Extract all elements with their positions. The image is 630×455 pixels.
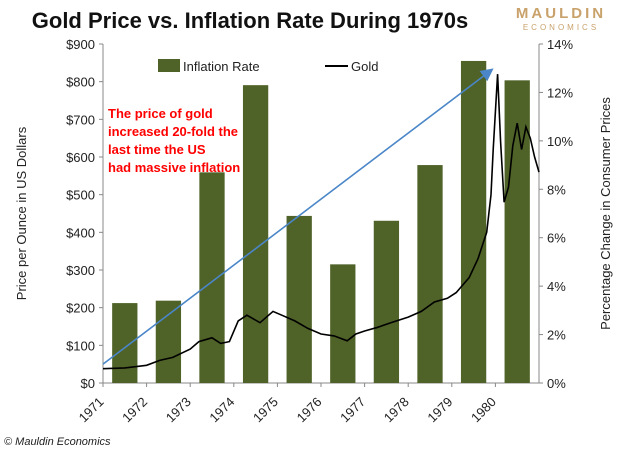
left-tick-label: $800	[66, 75, 95, 90]
chart-title: Gold Price vs. Inflation Rate During 197…	[31, 8, 469, 33]
right-tick-label: 10%	[547, 134, 573, 149]
annotation-line: last time the US	[108, 142, 206, 157]
x-tick-label: 1979	[424, 394, 455, 425]
left-tick-label: $500	[66, 188, 95, 203]
legend-inflation-swatch	[158, 59, 180, 72]
x-tick-label: 1978	[381, 394, 412, 425]
inflation-bar	[286, 215, 312, 383]
mauldin-logo: MAULDIN ECONOMICS	[506, 4, 616, 34]
x-tick-label: 1973	[163, 394, 194, 425]
left-tick-label: $400	[66, 225, 95, 240]
inflation-bar	[417, 165, 443, 383]
gold-price-line	[102, 74, 540, 370]
left-tick-label: $300	[66, 263, 95, 278]
logo-name: MAULDIN	[515, 5, 607, 22]
left-tick-label: $0	[81, 376, 95, 391]
right-tick-label: 4%	[547, 279, 566, 294]
right-tick-label: 2%	[547, 328, 566, 343]
right-tick-label: 6%	[547, 231, 566, 246]
inflation-bar	[460, 60, 487, 383]
trend-arrow	[102, 68, 494, 365]
annotation-line: The price of gold	[108, 106, 213, 121]
right-tick-label: 0%	[547, 376, 566, 391]
right-axis-title: Percentage Change in Consumer Prices	[598, 97, 613, 330]
copyright-text: © Mauldin Economics	[4, 436, 111, 448]
left-axis-title: Price per Ounce in US Dollars	[14, 126, 29, 300]
x-tick-label: 1971	[76, 394, 107, 425]
inflation-bar	[373, 220, 400, 383]
left-tick-label: $900	[66, 37, 95, 52]
legend-gold-label: Gold	[351, 59, 378, 74]
right-tick-label: 8%	[547, 182, 566, 197]
x-tick-label: 1977	[337, 394, 368, 425]
left-tick-label: $600	[66, 150, 95, 165]
inflation-bar	[155, 300, 182, 383]
x-tick-label: 1974	[206, 394, 237, 425]
legend-inflation-label: Inflation Rate	[183, 59, 260, 74]
inflation-bar	[330, 264, 356, 383]
left-tick-label: $200	[66, 301, 95, 316]
inflation-bar	[199, 172, 225, 383]
logo-sub: ECONOMICS	[522, 23, 600, 32]
annotation-line: had massive inflation	[108, 160, 240, 175]
inflation-bar	[112, 303, 138, 383]
left-tick-label: $700	[66, 112, 95, 127]
inflation-bar	[242, 85, 269, 384]
x-tick-label: 1980	[468, 394, 499, 425]
right-tick-label: 12%	[547, 85, 573, 100]
x-tick-label: 1976	[294, 394, 325, 425]
right-tick-label: 14%	[547, 37, 573, 52]
annotation-line: increased 20-fold the	[108, 124, 238, 139]
x-tick-label: 1972	[119, 394, 150, 425]
left-tick-label: $100	[66, 338, 95, 353]
x-tick-label: 1975	[250, 394, 281, 425]
